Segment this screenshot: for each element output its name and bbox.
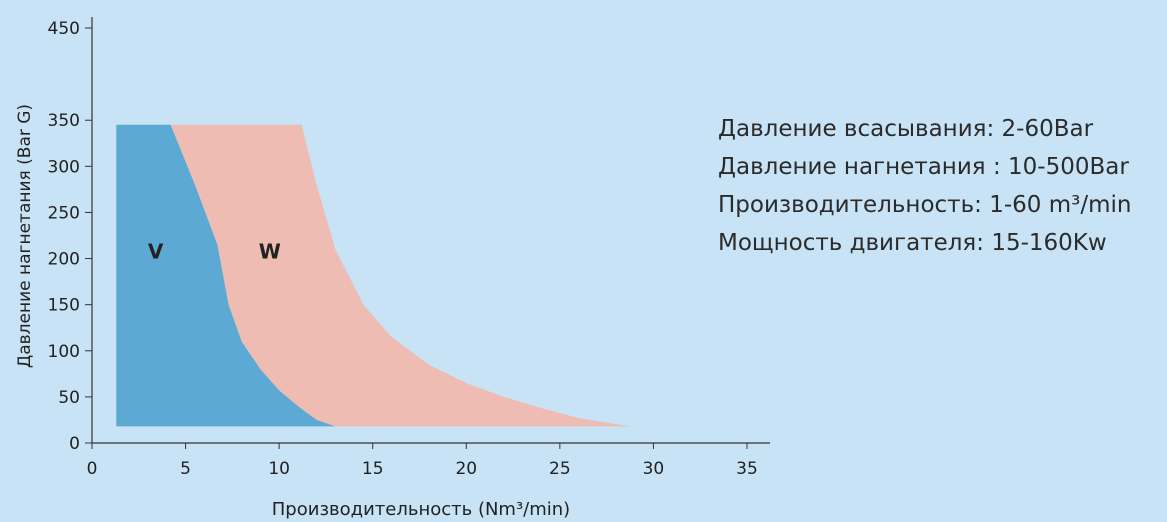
chart-labels: V W Производительность (Nm³/min) Давление н… [15, 104, 570, 520]
y-tick-label: 450 [48, 19, 80, 39]
y-tick-label: 100 [48, 342, 80, 362]
spec-discharge-pressure: Давление нагнетания : 10-500Bar [718, 154, 1129, 180]
y-tick-label: 200 [48, 250, 80, 270]
x-tick-label: 30 [643, 459, 665, 479]
x-tick-label: 20 [455, 459, 477, 479]
x-tick-label: 35 [736, 459, 758, 479]
y-tick-label: 250 [48, 203, 80, 223]
region-label-w: W [259, 240, 281, 264]
region-v [116, 124, 336, 427]
spec-suction-pressure: Давление всасывания: 2-60Bar [718, 116, 1094, 142]
spec-motor-power: Мощность двигателя: 15-160Kw [718, 230, 1107, 256]
x-tick-label: 25 [549, 459, 571, 479]
x-tick-label: 0 [87, 459, 98, 479]
spec-list: Давление всасывания: 2-60Bar Давление на… [718, 110, 1131, 262]
y-tick-label: 350 [48, 111, 80, 131]
y-tick-label: 300 [48, 157, 80, 177]
region-label-v: V [148, 240, 164, 264]
x-axis-title: Производительность (Nm³/min) [272, 499, 570, 520]
spec-capacity: Производительность: 1-60 m³/min [718, 192, 1132, 218]
x-tick-label: 10 [268, 459, 290, 479]
y-tick-label: 0 [69, 434, 80, 454]
chart-regions [116, 124, 631, 427]
y-tick-label: 50 [58, 388, 80, 408]
y-axis-title: Давление нагнетания (Bar G) [15, 104, 35, 368]
region-w [170, 124, 631, 427]
y-tick-label: 150 [48, 296, 80, 316]
chart-axes [91, 17, 770, 444]
x-tick-label: 15 [362, 459, 384, 479]
x-tick-label: 5 [180, 459, 191, 479]
